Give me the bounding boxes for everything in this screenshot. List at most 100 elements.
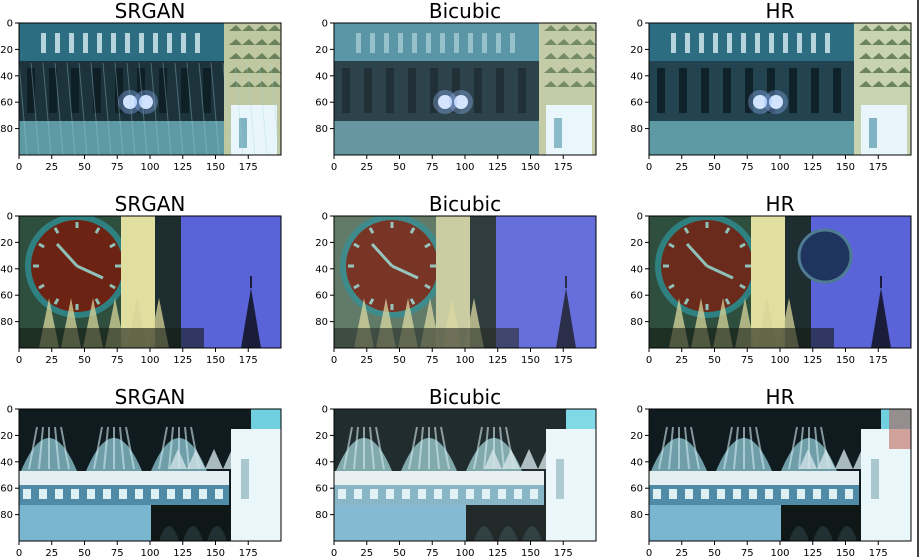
y-tick-label: 20 xyxy=(630,238,643,249)
x-tick-label: 100 xyxy=(455,548,474,557)
y-tick-label: 60 xyxy=(0,291,13,302)
y-tick-label: 60 xyxy=(630,484,643,495)
panel-4: SRGAN 0 25 50 75 100 125 150 175 0 20 40 60 80 xyxy=(0,192,282,366)
window-edge xyxy=(917,0,919,557)
x-tick-label: 125 xyxy=(488,548,507,557)
x-tick-label: 50 xyxy=(78,162,91,173)
x-tick-label: 25 xyxy=(675,162,688,173)
x-tick-label: 175 xyxy=(239,548,258,557)
x-tick-label: 0 xyxy=(16,162,22,173)
y-tick-label: 60 xyxy=(0,98,13,109)
y-tick-label: 40 xyxy=(630,264,643,275)
x-tick-label: 50 xyxy=(708,162,721,173)
x-tick-label: 50 xyxy=(393,355,406,366)
x-tick-label: 0 xyxy=(331,355,337,366)
y-tick-label: 80 xyxy=(315,317,328,328)
x-tick-label: 50 xyxy=(708,548,721,557)
x-tick-label: 125 xyxy=(803,162,822,173)
x-tick-label: 100 xyxy=(140,162,159,173)
x-tick-label: 125 xyxy=(803,548,822,557)
y-tick-label: 60 xyxy=(630,98,643,109)
x-tick-label: 150 xyxy=(836,355,855,366)
panel-image xyxy=(19,409,281,541)
x-tick-label: 175 xyxy=(239,162,258,173)
y-tick-label: 0 xyxy=(637,405,643,416)
x-tick-label: 50 xyxy=(393,548,406,557)
x-tick-label: 25 xyxy=(45,355,58,366)
y-tick-label: 60 xyxy=(0,484,13,495)
y-tick-label: 40 xyxy=(630,457,643,468)
y-tick-label: 20 xyxy=(0,238,13,249)
x-tick-label: 150 xyxy=(836,548,855,557)
panel-title: HR xyxy=(766,385,795,409)
x-tick-label: 150 xyxy=(836,162,855,173)
panel-image xyxy=(334,216,596,348)
x-tick-label: 25 xyxy=(360,548,373,557)
y-tick-label: 60 xyxy=(630,291,643,302)
x-tick-label: 100 xyxy=(455,355,474,366)
x-tick-label: 75 xyxy=(426,355,439,366)
y-tick-label: 20 xyxy=(315,238,328,249)
y-tick-label: 80 xyxy=(630,510,643,521)
x-tick-label: 50 xyxy=(78,548,91,557)
x-tick-label: 175 xyxy=(869,162,888,173)
x-tick-label: 125 xyxy=(173,355,192,366)
y-tick-label: 40 xyxy=(315,457,328,468)
x-tick-label: 100 xyxy=(455,162,474,173)
x-tick-label: 0 xyxy=(16,548,22,557)
y-tick-label: 20 xyxy=(0,431,13,442)
x-tick-label: 175 xyxy=(554,162,573,173)
x-tick-label: 150 xyxy=(521,162,540,173)
x-tick-label: 100 xyxy=(140,355,159,366)
y-tick-label: 60 xyxy=(315,291,328,302)
x-tick-label: 25 xyxy=(675,548,688,557)
x-tick-label: 75 xyxy=(111,355,124,366)
y-tick-label: 0 xyxy=(322,212,328,223)
panel-title: SRGAN xyxy=(115,192,186,216)
x-tick-label: 50 xyxy=(78,355,91,366)
x-tick-label: 125 xyxy=(173,548,192,557)
x-tick-label: 100 xyxy=(770,548,789,557)
y-tick-label: 60 xyxy=(315,484,328,495)
panel-9: HR 0 25 50 75 100 125 150 175 0 20 40 60 80 xyxy=(630,385,912,557)
x-tick-label: 25 xyxy=(360,162,373,173)
x-tick-label: 0 xyxy=(16,355,22,366)
x-tick-label: 50 xyxy=(708,355,721,366)
panel-title: SRGAN xyxy=(115,0,186,23)
x-tick-label: 125 xyxy=(488,162,507,173)
y-tick-label: 80 xyxy=(315,510,328,521)
x-tick-label: 125 xyxy=(803,355,822,366)
y-tick-label: 80 xyxy=(0,317,13,328)
y-tick-label: 40 xyxy=(0,264,13,275)
panel-2: Bicubic 0 25 50 75 100 125 150 175 0 20 40 60 80 xyxy=(315,0,597,173)
panel-6: HR 0 25 50 75 100 125 150 175 0 20 40 60 80 xyxy=(630,192,912,366)
panel-title: Bicubic xyxy=(429,385,501,409)
x-tick-label: 175 xyxy=(554,548,573,557)
panel-5: Bicubic 0 25 50 75 100 125 150 175 0 20 40 60 80 xyxy=(315,192,597,366)
panel-3: HR 0 25 50 75 100 125 150 175 0 20 40 60 80 xyxy=(630,0,912,173)
x-tick-label: 75 xyxy=(741,162,754,173)
y-tick-label: 0 xyxy=(322,405,328,416)
y-tick-label: 60 xyxy=(315,98,328,109)
x-tick-label: 50 xyxy=(393,162,406,173)
panel-7: SRGAN 0 25 50 75 100 125 150 175 0 20 40 60 80 xyxy=(0,385,282,557)
y-tick-label: 40 xyxy=(0,457,13,468)
y-tick-label: 40 xyxy=(315,264,328,275)
x-tick-label: 150 xyxy=(521,548,540,557)
y-tick-label: 20 xyxy=(315,431,328,442)
y-tick-label: 0 xyxy=(637,212,643,223)
y-tick-label: 20 xyxy=(630,45,643,56)
x-tick-label: 75 xyxy=(111,162,124,173)
x-tick-label: 150 xyxy=(206,162,225,173)
y-tick-label: 80 xyxy=(0,510,13,521)
y-tick-label: 20 xyxy=(315,45,328,56)
y-tick-label: 80 xyxy=(0,124,13,135)
panel-title: SRGAN xyxy=(115,385,186,409)
x-tick-label: 0 xyxy=(646,162,652,173)
x-tick-label: 0 xyxy=(331,548,337,557)
y-tick-label: 80 xyxy=(630,317,643,328)
y-tick-label: 0 xyxy=(322,19,328,30)
panel-image xyxy=(19,23,281,155)
x-tick-label: 75 xyxy=(426,162,439,173)
x-tick-label: 25 xyxy=(45,548,58,557)
